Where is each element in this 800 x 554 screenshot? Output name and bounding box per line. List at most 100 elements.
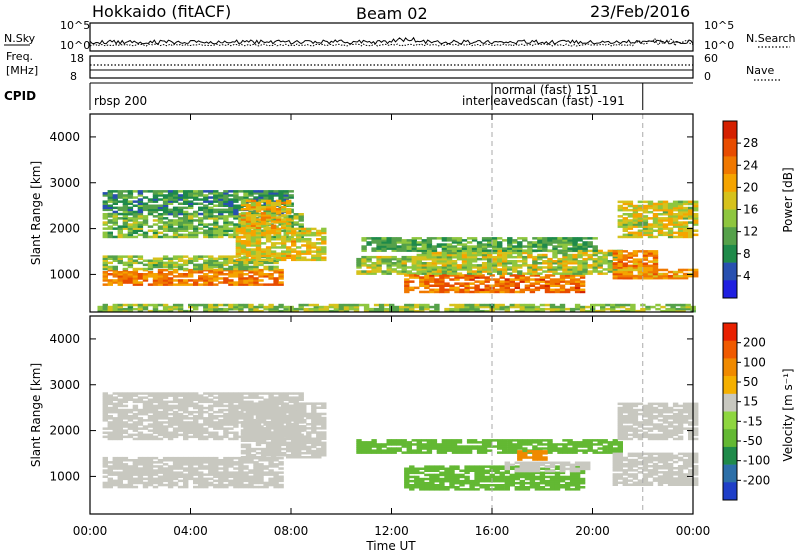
velocity-cell	[532, 445, 538, 448]
velocity-cell	[270, 449, 277, 453]
power-cell	[376, 266, 382, 269]
power-cell	[547, 262, 553, 265]
power-cell	[132, 307, 139, 311]
power-cell	[338, 309, 345, 313]
power-cell	[177, 212, 184, 216]
power-cell	[456, 266, 463, 269]
velocity-cell	[177, 406, 184, 410]
power-ytick-label: 1000	[49, 267, 80, 281]
power-cell	[522, 237, 528, 240]
power-cell	[522, 245, 528, 248]
velocity-cell	[147, 479, 154, 483]
power-cell	[122, 204, 129, 207]
power-cell	[682, 231, 689, 235]
velocity-cell	[286, 429, 292, 432]
power-cell	[507, 237, 513, 240]
velocity-cell	[456, 449, 463, 452]
power-cell	[263, 267, 269, 271]
power-cell	[193, 225, 199, 228]
power-cell	[127, 233, 134, 237]
power-cell	[617, 262, 623, 265]
velocity-cell	[316, 431, 322, 434]
power-cell	[532, 270, 538, 273]
power-cell	[502, 262, 508, 265]
power-cell	[680, 309, 686, 313]
power-cell	[617, 256, 623, 259]
power-cell	[275, 201, 282, 205]
power-cell	[376, 247, 382, 250]
power-cell	[539, 303, 546, 307]
power-cell	[376, 237, 382, 240]
power-cell	[286, 212, 292, 215]
power-cell	[479, 282, 485, 285]
velocity-cell	[213, 471, 219, 474]
velocity-cell	[157, 402, 164, 406]
power-cell	[255, 254, 262, 257]
power-cell	[177, 259, 184, 262]
power-cell	[311, 258, 317, 262]
power-cell	[107, 279, 113, 282]
velocity-cell	[112, 471, 118, 474]
velocity-cell	[137, 423, 144, 426]
velocity-cell	[213, 437, 219, 441]
power-cell	[188, 233, 194, 237]
power-cell	[283, 309, 289, 313]
velocity-cell	[431, 445, 438, 448]
power-cell	[132, 219, 139, 222]
power-cell	[366, 255, 372, 259]
power-cell	[167, 200, 174, 203]
power-cell	[228, 259, 234, 262]
velocity-cell	[311, 451, 317, 455]
velocity-cell	[127, 394, 134, 397]
velocity-cell	[102, 398, 108, 401]
velocity-cell	[502, 445, 508, 448]
velocity-cell	[321, 445, 327, 449]
velocity-cell	[517, 447, 523, 450]
power-cell	[260, 248, 267, 251]
power-cell	[652, 229, 659, 232]
velocity-cell	[321, 423, 327, 426]
velocity-cell	[288, 400, 294, 404]
power-cell	[117, 235, 123, 239]
velocity-cell	[466, 445, 473, 448]
velocity-cell	[291, 435, 297, 438]
velocity-cell	[198, 483, 204, 487]
power-cell	[429, 288, 435, 292]
power-cell	[499, 288, 505, 292]
velocity-cell	[218, 463, 224, 466]
power-cell	[512, 268, 518, 271]
velocity-cell	[142, 425, 149, 428]
power-cell	[112, 255, 118, 258]
power-cell	[464, 305, 470, 309]
power-cell	[426, 262, 433, 265]
power-cell	[245, 235, 252, 239]
velocity-cell	[441, 445, 448, 448]
velocity-cell	[188, 467, 194, 470]
power-cell	[343, 303, 350, 307]
power-cell	[162, 229, 169, 232]
power-cell	[637, 260, 644, 263]
velocity-cell	[147, 419, 154, 422]
power-cell	[647, 268, 654, 272]
power-cell	[366, 241, 372, 244]
power-cell	[436, 266, 443, 269]
power-cell	[356, 270, 362, 273]
power-cell	[466, 251, 473, 255]
power-cell	[127, 206, 134, 210]
power-cell	[414, 274, 420, 277]
velocity-cell	[441, 447, 448, 450]
power-cell	[157, 283, 164, 286]
velocity-cell	[167, 479, 174, 483]
power-cell	[441, 239, 448, 242]
power-cell	[637, 262, 644, 265]
power-cell	[122, 255, 129, 258]
power-cell	[416, 262, 422, 265]
velocity-cell	[157, 427, 164, 430]
power-cell	[177, 202, 184, 205]
power-cell	[228, 204, 234, 207]
power-cell	[157, 194, 164, 197]
velocity-cell	[497, 443, 503, 446]
velocity-cell	[167, 425, 174, 428]
power-cell	[642, 250, 649, 253]
velocity-cell	[177, 400, 184, 404]
